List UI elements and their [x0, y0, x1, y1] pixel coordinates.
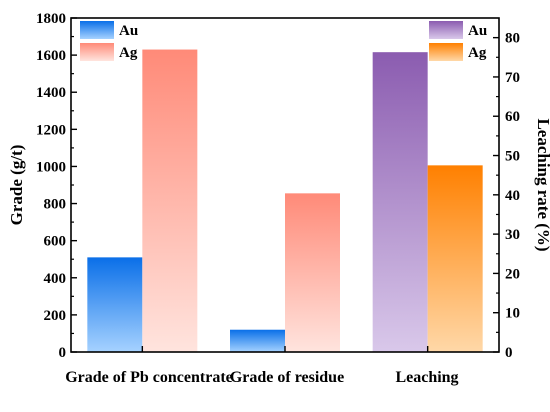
left-axis-ticks: 0 200 400 600 800 1000 1200 1400 1600 1800	[36, 11, 77, 361]
category-label: Grade of residue	[230, 369, 344, 386]
right-tick-label: 20	[505, 266, 520, 282]
bar-ag-left-0	[142, 49, 198, 353]
legend-swatch	[429, 21, 463, 39]
right-axis-ticks: 0 10 20 30 40 50 60 70 80	[493, 31, 520, 361]
legend-label: Ag	[468, 45, 487, 61]
left-tick-label: 1000	[36, 159, 66, 175]
category-label: Grade of Pb concentrate	[65, 369, 233, 386]
right-tick-label: 70	[505, 70, 520, 86]
right-tick-label: 60	[505, 109, 520, 125]
left-tick-label: 400	[44, 271, 67, 287]
legend-left: Au Ag	[80, 21, 138, 61]
right-tick-label: 0	[505, 345, 513, 361]
right-tick-label: 40	[505, 188, 520, 204]
category-label: Leaching	[395, 369, 458, 386]
bar-au-left-1	[230, 329, 285, 352]
left-tick-label: 1200	[36, 122, 66, 138]
legend-label: Au	[119, 23, 138, 39]
legend-swatch	[80, 21, 114, 39]
left-tick-label: 0	[59, 345, 67, 361]
bars-layer	[87, 49, 483, 353]
legend-label: Ag	[119, 45, 138, 61]
bar-ag-left-1	[285, 193, 340, 352]
bar-ag-right-2	[427, 165, 483, 352]
bar-au-right-2	[372, 52, 428, 352]
right-tick-label: 80	[505, 31, 520, 47]
left-tick-label: 200	[44, 308, 67, 324]
left-axis-title: Grade (g/t)	[7, 145, 26, 226]
left-tick-label: 800	[44, 197, 67, 213]
legend-label: Au	[468, 23, 487, 39]
left-tick-label: 1600	[36, 48, 66, 64]
right-tick-label: 30	[505, 227, 520, 243]
left-tick-label: 1800	[36, 11, 66, 27]
legend-swatch	[80, 43, 114, 61]
right-axis-title: Leaching rate (%)	[534, 118, 550, 251]
legend-right: Au Ag	[429, 21, 487, 61]
left-tick-label: 600	[44, 234, 67, 250]
right-tick-label: 50	[505, 149, 520, 165]
right-tick-label: 10	[505, 306, 520, 322]
bar-au-left-0	[87, 257, 143, 352]
left-tick-label: 1400	[36, 85, 66, 101]
legend-swatch	[429, 43, 463, 61]
